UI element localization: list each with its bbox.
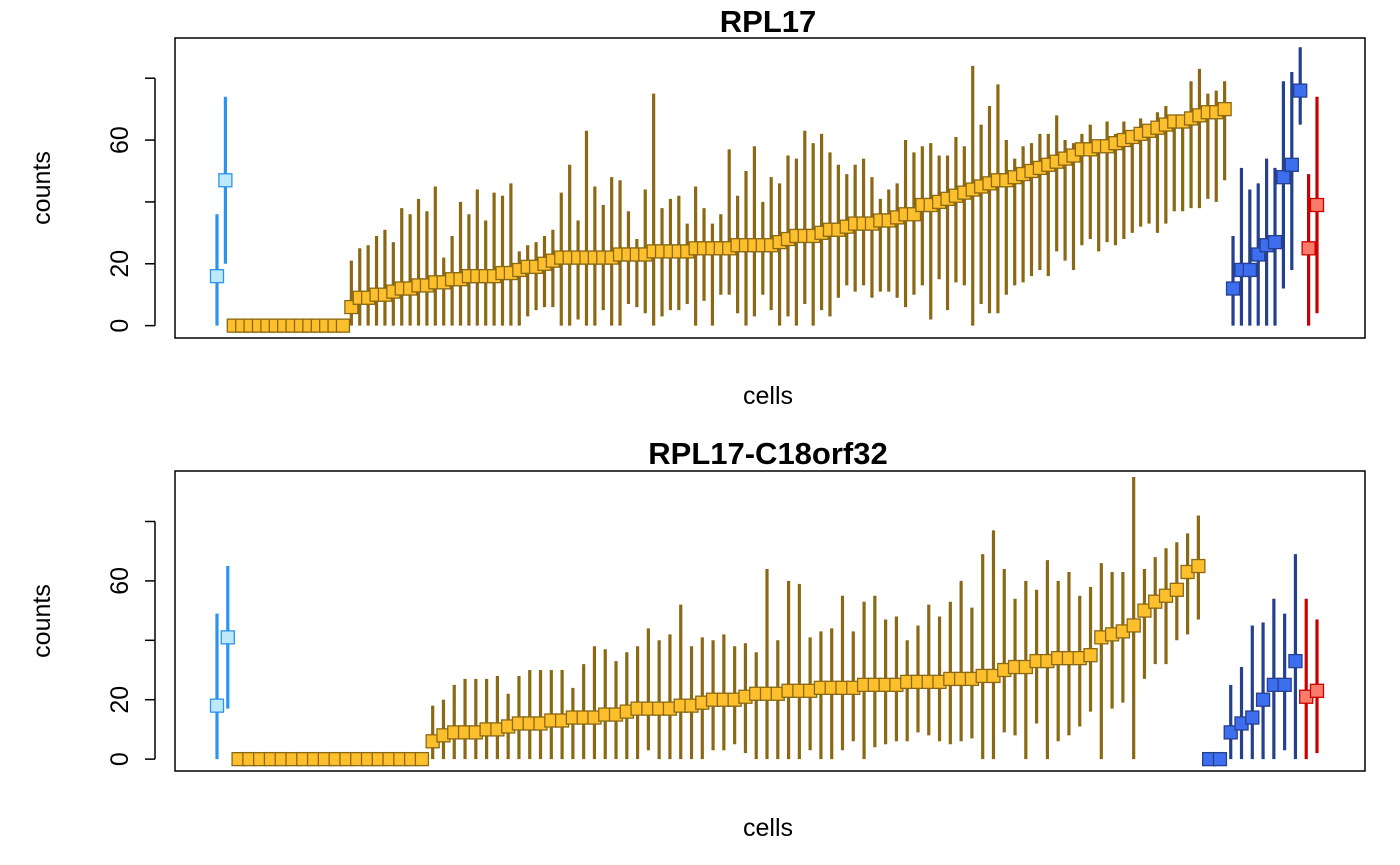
data-point [209,268,225,284]
data-point [1277,677,1292,693]
data-point [1242,262,1257,278]
y-tick-label: 20 [106,686,134,714]
data-point [1083,648,1098,663]
y-tick-label: 0 [106,752,134,766]
panel-rpl17: RPL17 0 20 60 cells counts [28,4,1366,410]
data-point [335,318,351,333]
y-axis: 0 20 60 [106,77,156,333]
y-tick-label: 60 [106,126,134,154]
data-point [218,173,233,188]
x-axis-label: cells [743,814,793,842]
data-point [1309,197,1325,213]
data-point [1137,603,1152,618]
data-point [414,751,430,767]
plot-frame [174,37,1366,339]
data-point [1245,710,1260,725]
y-axis-label: counts [28,584,56,658]
data-point [209,698,225,713]
data-point [1288,653,1303,669]
data-point [220,630,235,645]
data-point [1293,83,1308,98]
panel-rpl17-c18orf32: RPL17-C18orf32 0 20 60 cells counts [28,436,1366,842]
data-marks [209,476,1325,767]
data-point [1225,281,1241,296]
data-point [1169,582,1184,597]
data-point [1255,692,1271,707]
y-tick-label: 60 [106,567,134,595]
data-point [1267,234,1283,250]
panel-title: RPL17 [720,4,816,39]
panel-title: RPL17-C18orf32 [648,436,887,471]
data-point [1126,618,1141,633]
data-point [1301,241,1316,256]
data-marks [209,47,1325,333]
plot-frame [174,470,1366,772]
data-point [1217,101,1232,117]
data-point [1223,725,1238,740]
data-point [1284,157,1299,172]
y-tick-label: 20 [106,250,134,278]
y-tick-label: 0 [106,319,134,333]
y-axis-label: counts [28,151,56,225]
data-point [1276,170,1291,185]
y-axis: 0 20 60 [106,520,156,766]
data-point [1212,751,1228,767]
data-point [1309,683,1325,698]
x-axis-label: cells [743,382,793,410]
data-point [1191,558,1206,574]
